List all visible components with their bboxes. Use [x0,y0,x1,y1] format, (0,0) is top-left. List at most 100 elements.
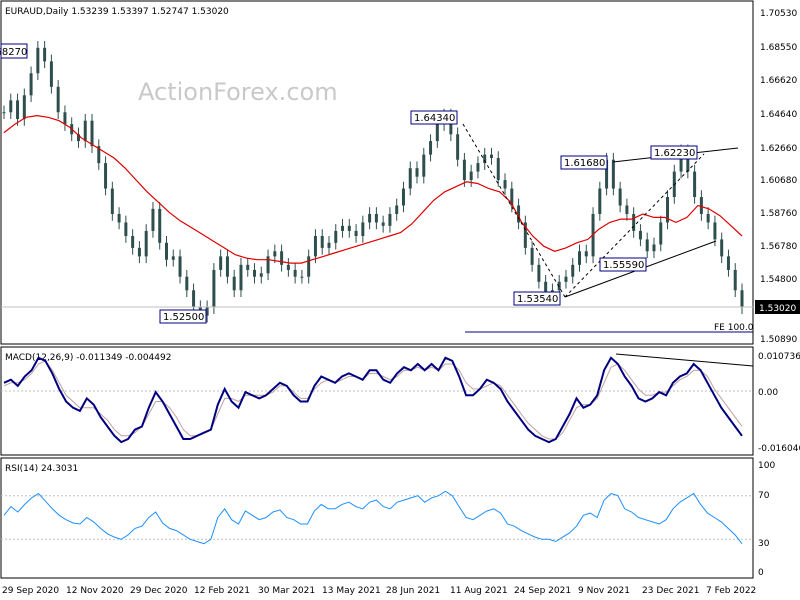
candle-body [537,264,541,282]
candle-body [110,188,114,214]
candle-body [2,112,6,114]
macd-tick-label: 0.010736 [758,352,800,362]
annotation-box [159,309,207,324]
candle-body [401,188,405,206]
candle-body [422,154,426,177]
candle-body [164,242,168,260]
candle-body [151,208,155,231]
candle-body [185,276,189,291]
x-tick-label: 30 Mar 2021 [258,586,315,596]
x-tick-label: 9 Nov 2021 [578,586,630,596]
candle-body [124,222,128,237]
candle-body [341,225,345,231]
candle-body [666,197,670,223]
watermark: ActionForex.com [138,78,338,106]
candle-body [232,276,236,291]
price-tick-label: 1.58760 [760,209,797,219]
price-tick-label: 1.60680 [760,176,797,186]
x-tick-label: 29 Sep 2020 [2,586,59,596]
rsi-tick-label: 100 [758,461,775,471]
annotation-box [410,110,458,125]
macd-tick-label: 0.00 [758,388,778,398]
candle-body [83,120,87,142]
candle-body [253,269,257,277]
candle-body [307,256,311,277]
rsi-title: RSI(14) 24.3031 [5,464,78,474]
annotation-box [513,291,561,306]
annotation-box [599,257,647,272]
candle-body [137,247,141,257]
price-candles [2,41,744,323]
annotation-box [650,145,698,160]
candle-body [76,134,80,142]
candle-body [43,47,47,62]
price-tick-label: 1.64640 [760,110,797,120]
candle-body [699,197,703,214]
candle-body [144,230,148,257]
candle-body [713,222,717,240]
candle-body [557,281,561,291]
candle-body [16,100,20,120]
price-tick-label: 1.62660 [760,144,797,154]
annotation-low-1: 1.52500 [163,312,204,323]
candle-body [205,307,209,316]
candle-body [659,222,663,245]
candle-body [476,163,480,172]
rsi-line [3,490,743,545]
candle-body [449,115,453,135]
candle-body [219,256,223,270]
candle-body [435,124,439,142]
candle-body [192,290,196,308]
x-tick-label: 23 Dec 2021 [642,586,700,596]
x-tick-label: 13 May 2021 [322,586,381,596]
candle-body [632,213,636,231]
candle-body [733,269,737,291]
candle-body [469,171,473,181]
price-annotations: 1.68270 1.52500 1.64340 1.53540 1.55590 … [0,43,698,324]
candle-body [645,239,649,252]
candle-body [347,225,351,231]
rsi-panel-frame [0,457,754,579]
candle-body [259,273,263,277]
rsi-tick-label: 30 [758,539,770,549]
macd-title: MACD(12,26,9) -0.011349 -0.004492 [5,353,171,363]
candle-body [313,236,317,257]
candle-body [578,251,582,265]
candle-body [679,151,683,172]
candle-body [327,242,331,248]
price-tick-label: 1.54800 [760,275,797,285]
candle-body [693,171,697,198]
candle-body [300,276,304,278]
candle-body [131,236,135,248]
candle-body [503,180,507,189]
price-tick-label: 1.66620 [760,76,797,86]
annotation-low-3: 1.55590 [603,260,644,271]
fe-label: FE 100.0 [714,323,754,333]
candle-body [740,290,744,308]
candle-body [726,256,730,270]
fe-projection-line-1 [462,123,566,298]
macd-panel-frame [0,346,754,456]
candle-body [517,205,521,223]
annotation-box [560,155,608,170]
candle-body [584,251,588,257]
annotation-high-3: 1.61680 [564,158,605,169]
candle-body [178,256,182,277]
candle-body [280,251,284,265]
annotation-low-2: 1.53540 [517,294,558,305]
candle-body [374,213,378,223]
candle-body [530,247,534,265]
candle-body [22,95,26,120]
candle-body [686,151,690,172]
candle-body [273,251,277,257]
candle-body [36,47,40,74]
x-tick-label: 12 Nov 2020 [66,586,124,596]
candle-body [117,213,121,223]
x-tick-label: 29 Dec 2020 [130,586,188,596]
macd-line [3,356,743,444]
candle-body [293,269,297,277]
candle-body [598,188,602,214]
moving-average-line [3,114,743,264]
candle-body [361,222,365,237]
candle-body [63,112,67,125]
